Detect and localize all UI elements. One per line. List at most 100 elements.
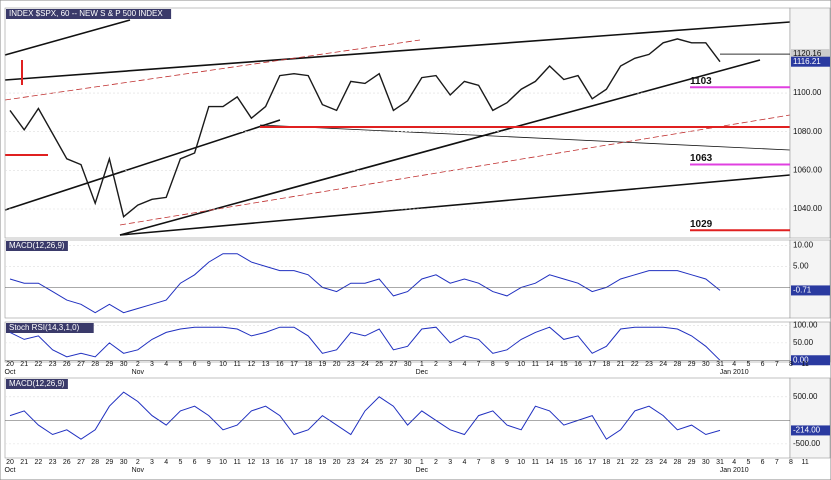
date-label: 9: [207, 361, 211, 368]
price-scale: [789, 377, 831, 459]
date-label: 10: [517, 459, 525, 466]
date-label: 23: [347, 459, 355, 466]
month-label: Dec: [416, 467, 429, 474]
date-label: 24: [659, 361, 667, 368]
date-label: 6: [193, 459, 197, 466]
y-tick-label: 5.00: [793, 261, 809, 270]
date-label: 20: [333, 361, 341, 368]
date-label: 4: [732, 361, 736, 368]
date-label: 4: [164, 459, 168, 466]
panel-title: Stoch RSI(14,3,1,0): [9, 323, 80, 332]
date-label: 16: [574, 361, 582, 368]
date-label: 21: [617, 459, 625, 466]
date-label: 30: [404, 361, 412, 368]
date-label: 17: [588, 459, 596, 466]
date-label: 29: [688, 361, 696, 368]
date-label: 7: [775, 459, 779, 466]
level-label: 1103: [690, 76, 712, 87]
date-label: 1: [420, 361, 424, 368]
month-label: Nov: [132, 369, 145, 376]
month-label: Dec: [416, 369, 429, 376]
date-label: 31: [716, 361, 724, 368]
title-box: [6, 9, 172, 19]
value-box: [791, 285, 830, 296]
date-label: 6: [761, 361, 765, 368]
date-label: 23: [49, 459, 57, 466]
date-label: 22: [35, 361, 43, 368]
date-label: 25: [375, 459, 383, 466]
date-label: 29: [688, 459, 696, 466]
level-label: 1120.16: [793, 49, 822, 58]
date-label: 27: [77, 361, 85, 368]
date-label: 8: [491, 361, 495, 368]
date-label: 2: [434, 361, 438, 368]
panel-title: MACD(12,26,9): [9, 241, 65, 250]
date-label: 11: [532, 361, 539, 368]
value-box: [791, 425, 830, 436]
date-label: 11: [234, 459, 241, 466]
date-label: 2: [136, 459, 140, 466]
date-label: 4: [164, 361, 168, 368]
date-label: 25: [375, 361, 383, 368]
date-label: 18: [603, 361, 611, 368]
date-label: 12: [248, 459, 256, 466]
date-label: 17: [588, 361, 596, 368]
date-label: 17: [290, 361, 298, 368]
price-scale: [789, 239, 831, 319]
date-label: 30: [120, 459, 128, 466]
month-label: Jan 2010: [720, 467, 749, 474]
date-label: 9: [505, 361, 509, 368]
date-label: 10: [219, 459, 227, 466]
date-label: 20: [333, 459, 341, 466]
date-label: 26: [63, 361, 71, 368]
date-label: 28: [91, 361, 99, 368]
date-label: 19: [319, 361, 327, 368]
level-label: 1063: [690, 153, 713, 164]
y-tick-label: 1080.00: [793, 127, 822, 136]
date-label: 16: [276, 361, 284, 368]
y-tick-label: 10.00: [793, 240, 814, 249]
date-label: 4: [462, 361, 466, 368]
date-label: 3: [150, 361, 154, 368]
date-label: 28: [91, 459, 99, 466]
date-label: 7: [775, 361, 779, 368]
date-label: 8: [789, 459, 793, 466]
date-label: 5: [178, 459, 182, 466]
title-box: [6, 241, 68, 251]
date-label: 3: [150, 459, 154, 466]
date-label: 24: [361, 459, 369, 466]
y-tick-label: 1060.00: [793, 165, 822, 174]
series-line: [9, 38, 721, 218]
series-line: [9, 391, 721, 440]
date-label: 1: [420, 459, 424, 466]
date-label: 18: [304, 361, 312, 368]
date-label: 5: [178, 361, 182, 368]
channel-lines: [4, 39, 791, 226]
date-label: 10: [517, 361, 525, 368]
date-label: 31: [716, 459, 724, 466]
date-label: 29: [106, 459, 114, 466]
date-label: 23: [347, 361, 355, 368]
date-label: 6: [761, 459, 765, 466]
value-box: [791, 49, 830, 60]
date-label: 15: [560, 459, 568, 466]
date-label: 20: [6, 459, 14, 466]
month-label: Oct: [5, 467, 16, 474]
date-label: 7: [477, 459, 481, 466]
date-label: 2: [434, 459, 438, 466]
month-label: Nov: [132, 467, 145, 474]
month-label: Jan 2010: [720, 369, 749, 376]
date-label: 28: [674, 459, 682, 466]
date-label: 14: [546, 459, 554, 466]
date-label: 5: [746, 459, 750, 466]
date-label: 9: [505, 459, 509, 466]
date-label: 28: [674, 361, 682, 368]
date-label: 16: [574, 459, 582, 466]
series-line: [9, 253, 721, 314]
date-label: 21: [617, 361, 625, 368]
date-label: 27: [390, 361, 398, 368]
date-label: 5: [746, 361, 750, 368]
date-label: 21: [20, 361, 28, 368]
panel-title: MACD(12,26,9): [9, 379, 65, 388]
